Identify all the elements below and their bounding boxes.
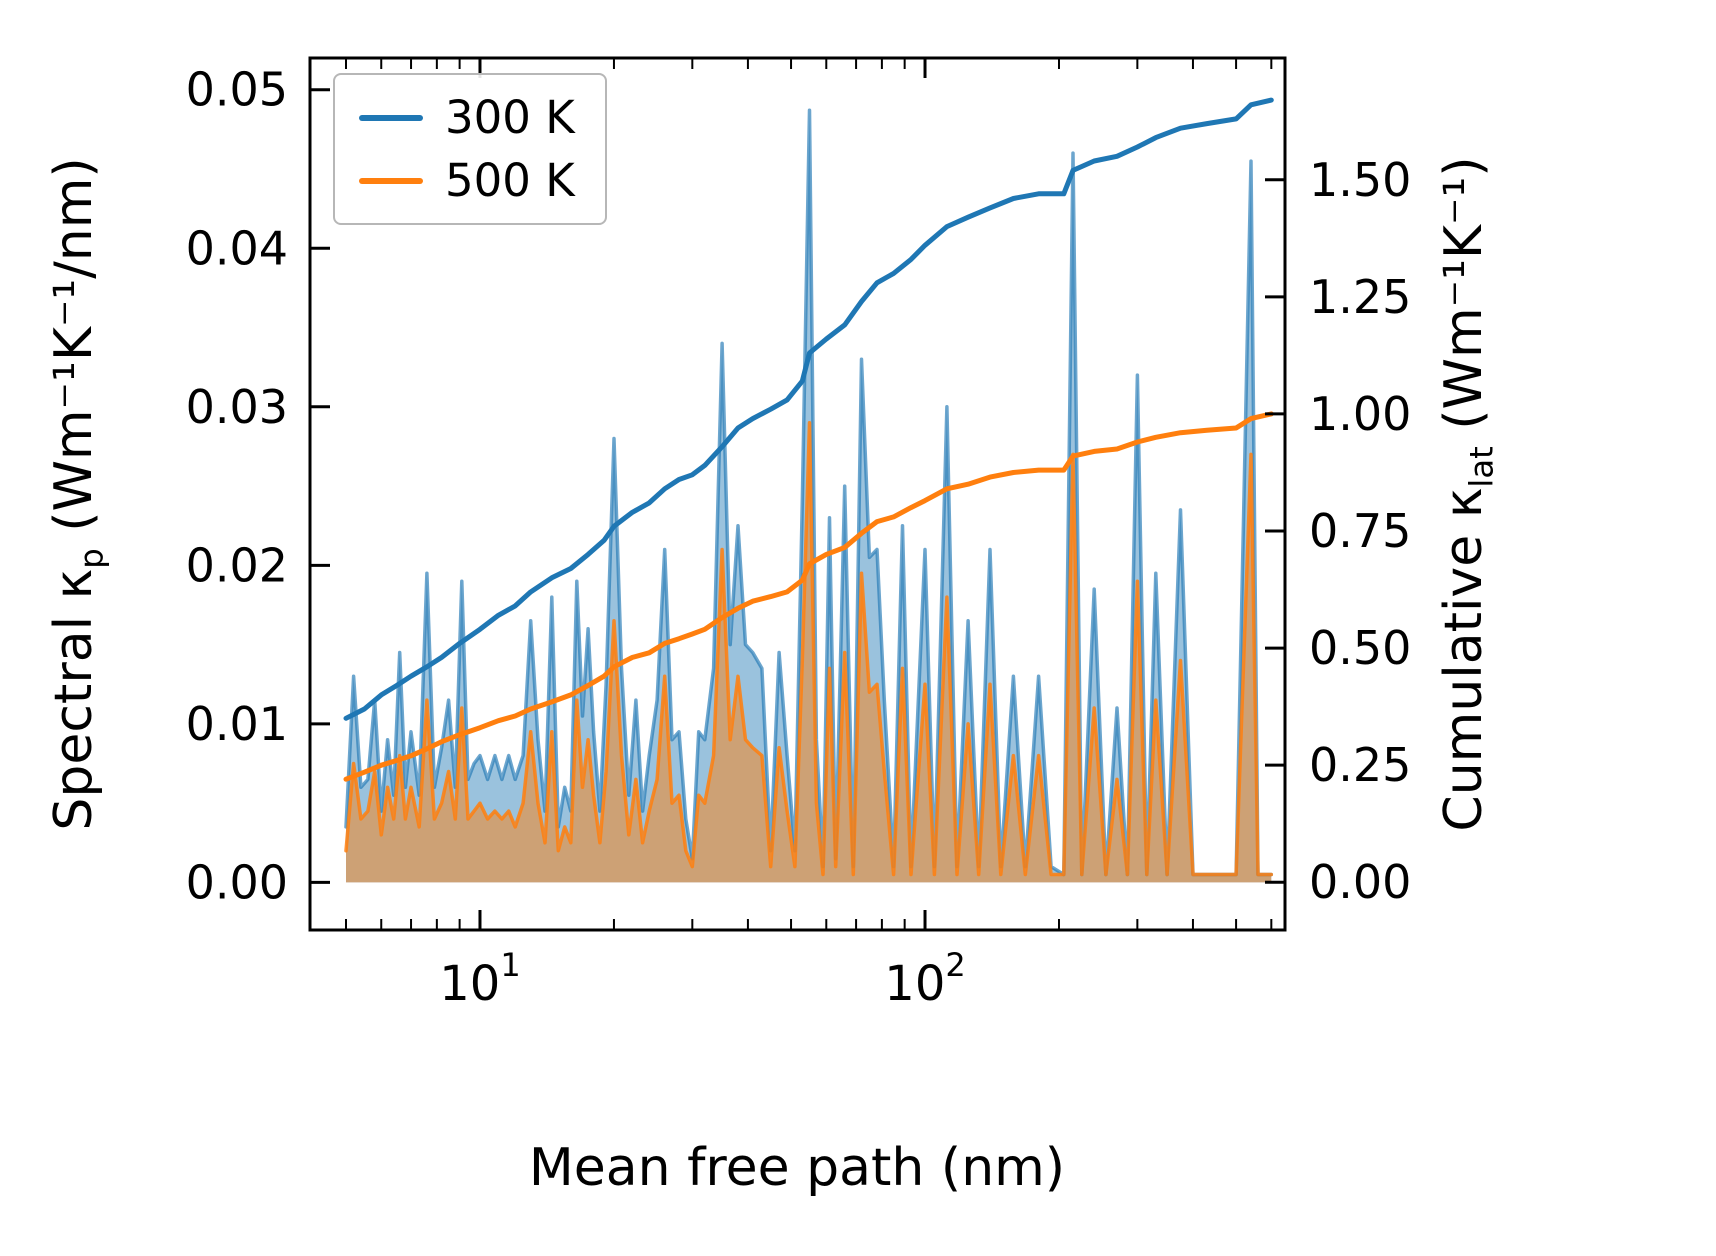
legend-label-300k: 300 K xyxy=(445,91,575,144)
y-right-tick-label: 0.25 xyxy=(1309,738,1411,792)
y-axis-label-left: Spectral κp (Wm⁻¹K⁻¹/nm) xyxy=(44,157,111,830)
legend-swatch-500k xyxy=(359,177,423,184)
cumulative-500k-line xyxy=(343,411,1274,782)
y-left-tick-label: 0.04 xyxy=(186,221,288,275)
y-left-label-sub: p xyxy=(72,548,111,569)
y-right-tick-label: 0.00 xyxy=(1309,855,1411,909)
cumulative-300k-line xyxy=(343,97,1274,721)
y-left-label-post: (Wm⁻¹K⁻¹/nm) xyxy=(44,157,105,549)
legend-swatch-300k xyxy=(359,114,423,121)
x-tick-label: 102 xyxy=(884,946,965,1012)
y-left-tick-label: 0.05 xyxy=(186,63,288,117)
y-right-tick-label: 1.00 xyxy=(1309,387,1411,441)
y-right-label-pre: Cumulative κ xyxy=(1434,487,1495,832)
y-left-tick-label: 0.01 xyxy=(186,697,288,751)
y-left-tick-label: 0.03 xyxy=(186,380,288,434)
legend-item-300k: 300 K xyxy=(359,95,575,140)
x-axis-label: Mean free path (nm) xyxy=(529,1142,1065,1194)
legend: 300 K 500 K xyxy=(333,73,607,225)
y-left-label-pre: Spectral κ xyxy=(44,568,105,831)
spectral-300k-line xyxy=(344,108,1274,877)
y-axis-label-right: Cumulative κlat (Wm⁻¹K⁻¹) xyxy=(1434,156,1501,831)
y-right-tick-label: 0.50 xyxy=(1309,621,1411,675)
y-right-tick-label: 1.25 xyxy=(1309,270,1411,324)
y-right-tick-label: 0.75 xyxy=(1309,504,1411,558)
axes-spines xyxy=(308,56,1287,932)
y-left-tick-label: 0.02 xyxy=(186,538,288,592)
legend-label-500k: 500 K xyxy=(445,154,575,207)
legend-item-500k: 500 K xyxy=(359,158,575,203)
x-tick-label: 101 xyxy=(439,946,520,1012)
y-right-label-post: (Wm⁻¹K⁻¹) xyxy=(1434,156,1495,447)
spectral-500k-line xyxy=(344,420,1274,877)
y-right-label-sub: lat xyxy=(1462,446,1501,488)
spectral-500k-area xyxy=(346,422,1272,883)
y-left-tick-label: 0.00 xyxy=(186,855,288,909)
y-right-tick-label: 1.50 xyxy=(1309,153,1411,207)
x-axis-label-text: Mean free path (nm) xyxy=(528,1138,1066,1198)
